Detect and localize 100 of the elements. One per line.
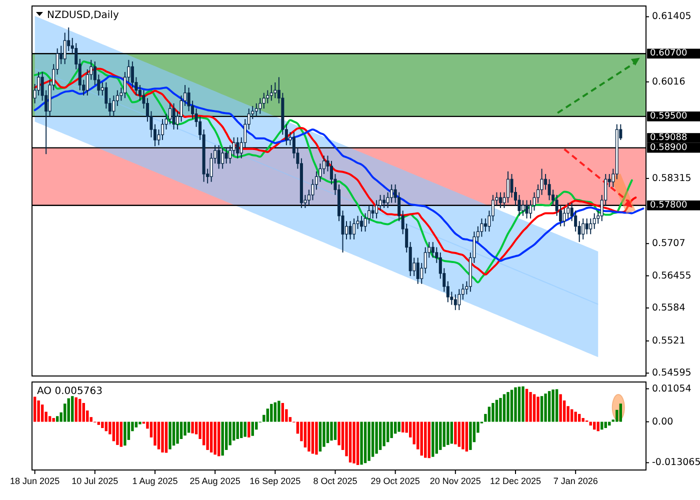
candlestick xyxy=(454,294,457,311)
bar xyxy=(214,422,216,455)
bar xyxy=(439,422,442,450)
bar xyxy=(446,422,450,445)
bar xyxy=(578,414,581,422)
bar xyxy=(221,422,224,456)
ref-line-label: 0.60700 xyxy=(650,48,688,59)
bar xyxy=(510,390,514,422)
bar xyxy=(172,422,176,446)
bar xyxy=(386,422,390,442)
candlestick xyxy=(529,200,532,219)
bar xyxy=(78,398,82,422)
bar xyxy=(348,422,352,462)
bar xyxy=(206,422,209,450)
x-tick-label: 7 Jan 2026 xyxy=(553,476,598,486)
bar xyxy=(420,422,423,456)
bar xyxy=(311,422,314,454)
bar xyxy=(488,406,491,422)
bar xyxy=(40,404,44,422)
y-tick-label: -0.013065 xyxy=(652,457,700,468)
bar xyxy=(33,396,36,422)
bar xyxy=(390,422,393,438)
candlestick xyxy=(262,92,266,110)
candlestick xyxy=(224,147,228,164)
bar xyxy=(540,396,544,422)
bar xyxy=(401,422,404,432)
candlestick xyxy=(484,218,487,232)
bar xyxy=(124,422,126,446)
bar xyxy=(318,422,322,452)
ref-line-label: 0.58900 xyxy=(650,142,688,153)
bar xyxy=(548,391,551,422)
bar xyxy=(168,422,172,450)
x-tick-label: 1 Aug 2025 xyxy=(132,476,178,486)
bar xyxy=(368,422,370,461)
bar xyxy=(161,422,164,452)
candlestick xyxy=(371,204,374,219)
candlestick xyxy=(378,194,382,212)
candlestick xyxy=(258,98,262,114)
candlestick xyxy=(221,147,224,170)
candlestick xyxy=(104,82,108,110)
bar xyxy=(378,422,382,450)
bar xyxy=(458,422,461,447)
candlestick xyxy=(270,84,273,102)
candlestick xyxy=(228,144,232,164)
y-tick-label: 0.5521 xyxy=(652,335,686,346)
candlestick xyxy=(589,218,592,235)
candlestick xyxy=(382,194,386,209)
candlestick xyxy=(522,200,525,216)
candlestick xyxy=(274,82,277,99)
bar xyxy=(450,422,454,444)
bar xyxy=(330,422,333,441)
candlestick xyxy=(506,170,510,204)
bar xyxy=(315,422,318,455)
bar xyxy=(184,422,186,436)
bar xyxy=(499,398,502,422)
x-tick-label: 25 Aug 2025 xyxy=(190,476,240,486)
bar xyxy=(544,394,547,422)
bar xyxy=(240,422,243,438)
bar xyxy=(432,422,434,457)
bar xyxy=(74,397,78,422)
y-tick-label: 0.00 xyxy=(652,416,674,428)
candlestick xyxy=(360,215,364,232)
bar xyxy=(529,392,532,422)
candlestick xyxy=(348,220,352,240)
text: 0.59088 xyxy=(650,132,688,143)
bar xyxy=(506,392,510,422)
ref-line-label: 0.59500 xyxy=(650,111,688,122)
x-tick-label: 16 Sep 2025 xyxy=(250,476,301,486)
x-tick-label: 8 Oct 2025 xyxy=(313,476,358,486)
bar xyxy=(462,422,464,450)
candlestick xyxy=(322,155,326,174)
bar xyxy=(502,394,506,422)
candlestick xyxy=(585,218,588,235)
bar xyxy=(582,418,584,422)
bar xyxy=(71,396,74,422)
bar xyxy=(364,422,367,464)
bar xyxy=(278,400,280,422)
bar xyxy=(274,402,277,422)
bar xyxy=(191,422,194,434)
y-tick-label: 0.61405 xyxy=(652,11,692,22)
bar xyxy=(619,404,622,422)
candlestick xyxy=(540,168,544,196)
candlestick xyxy=(582,218,585,240)
bar xyxy=(52,418,55,422)
x-tick-label: 10 Jul 2025 xyxy=(72,476,118,486)
candlestick xyxy=(592,212,596,230)
bar xyxy=(236,422,239,439)
bar xyxy=(251,422,254,436)
bar xyxy=(559,394,562,422)
bar xyxy=(248,422,250,438)
candlestick xyxy=(112,94,116,117)
candlestick xyxy=(525,200,528,219)
bar xyxy=(134,422,138,428)
bar xyxy=(82,402,85,422)
chart-title: AO 0.005763 xyxy=(37,386,102,397)
bar xyxy=(164,422,168,453)
bar xyxy=(308,422,310,452)
candlestick xyxy=(416,257,420,284)
bar xyxy=(138,422,142,424)
x-tick-label: 18 Jun 2025 xyxy=(10,476,60,486)
